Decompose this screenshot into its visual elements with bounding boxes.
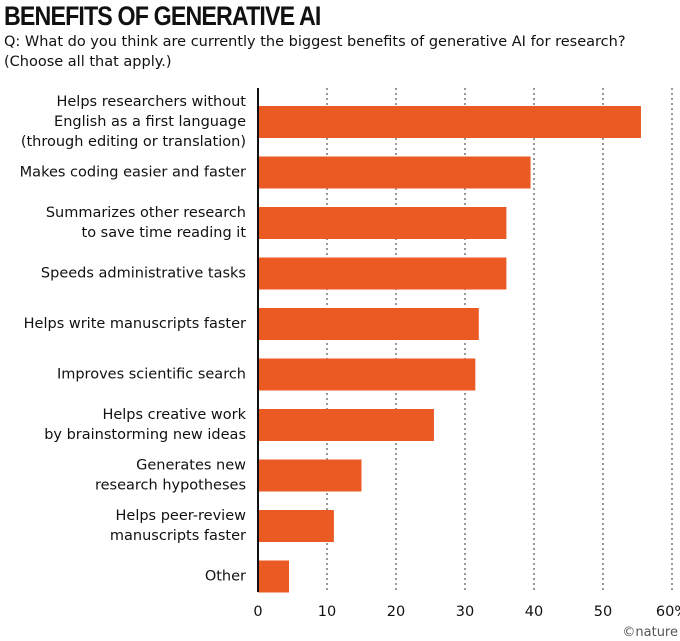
category-label-9: Helps peer-review manuscripts faster bbox=[110, 508, 246, 544]
category-label-2: Makes coding easier and faster bbox=[20, 165, 246, 181]
category-label-5: Helps write manuscripts faster bbox=[24, 316, 246, 332]
x-tick-label-60: 60% bbox=[656, 604, 680, 620]
bar-1 bbox=[258, 106, 641, 138]
bar-7 bbox=[258, 409, 434, 441]
x-tick-label-50: 50 bbox=[594, 604, 612, 620]
x-tick-label-20: 20 bbox=[387, 604, 405, 620]
x-tick-label-10: 10 bbox=[318, 604, 336, 620]
x-tick-label-0: 0 bbox=[253, 604, 262, 620]
category-label-8: Generates new research hypotheses bbox=[95, 458, 246, 494]
bar-4 bbox=[258, 257, 507, 290]
bar-8 bbox=[258, 459, 362, 492]
chart-subtitle: Q: What do you think are currently the b… bbox=[4, 34, 626, 70]
x-tick-label-40: 40 bbox=[525, 604, 543, 620]
category-label-10: Other bbox=[205, 569, 246, 585]
bar-2 bbox=[258, 156, 531, 189]
category-label-3: Summarizes other research to save time re… bbox=[46, 205, 247, 241]
bar-10 bbox=[258, 560, 290, 593]
category-label-7: Helps creative work by brainstorming new … bbox=[44, 407, 246, 443]
x-tick-label-30: 30 bbox=[456, 604, 474, 620]
bar-9 bbox=[258, 510, 334, 542]
nature-credit: ©nature bbox=[622, 625, 678, 640]
category-label-4: Speeds administrative tasks bbox=[41, 266, 246, 282]
bar-5 bbox=[258, 308, 479, 340]
category-label-6: Improves scientific search bbox=[57, 367, 246, 383]
bar-3 bbox=[258, 207, 507, 239]
chart-title: BENEFITS OF GENERATIVE AI bbox=[4, 1, 321, 31]
category-label-1: Helps researchers without English as a fi… bbox=[21, 94, 246, 150]
bar-6 bbox=[258, 358, 476, 391]
